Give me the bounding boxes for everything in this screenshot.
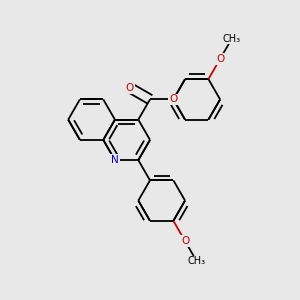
Text: O: O <box>169 94 178 104</box>
Text: O: O <box>126 83 134 93</box>
Text: O: O <box>181 236 189 246</box>
Text: N: N <box>111 155 119 165</box>
Text: CH₃: CH₃ <box>223 34 241 44</box>
Text: CH₃: CH₃ <box>188 256 206 266</box>
Text: O: O <box>216 54 224 64</box>
